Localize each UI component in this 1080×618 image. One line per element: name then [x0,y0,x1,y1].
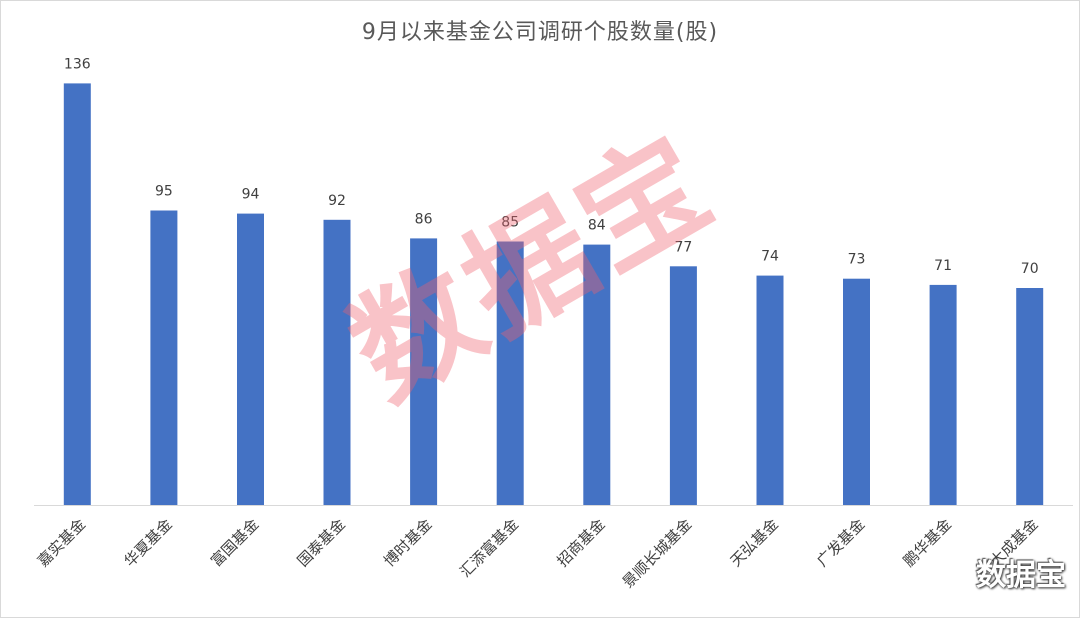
category-label: 景顺长城基金 [619,515,695,591]
bar [756,275,784,505]
data-label: 73 [848,252,866,268]
category-label: 博时基金 [380,515,435,570]
category-label: 天弘基金 [727,515,782,570]
bar [669,266,697,505]
bar [496,241,524,505]
data-label: 86 [415,211,433,227]
bar [323,219,351,506]
data-label: 74 [761,249,779,265]
bar [843,278,870,505]
category-label: 广发基金 [813,515,868,570]
bar [410,238,438,505]
bar [150,210,178,505]
bar [237,213,264,505]
data-label: 85 [501,215,519,231]
category-label: 大成基金 [986,515,1041,570]
data-label: 136 [64,56,91,72]
data-label: 70 [1021,261,1039,277]
category-label: 华夏基金 [121,515,176,570]
data-label: 94 [242,187,260,203]
data-label: 84 [588,218,606,234]
data-label: 77 [674,239,692,255]
data-label: 92 [328,193,346,209]
bar [1016,288,1044,505]
category-label: 汇添富基金 [456,515,522,581]
data-label: 95 [155,184,173,200]
bar [929,284,957,505]
chart-title: 9月以来基金公司调研个股数量(股) [361,20,719,45]
category-label: 国泰基金 [294,515,349,570]
bar [583,244,611,505]
bar [63,83,91,506]
category-label: 招商基金 [553,515,608,570]
category-label: 嘉实基金 [34,515,89,570]
data-label: 71 [934,258,952,274]
category-label: 鹏华基金 [900,515,955,570]
category-label: 富国基金 [207,515,262,570]
